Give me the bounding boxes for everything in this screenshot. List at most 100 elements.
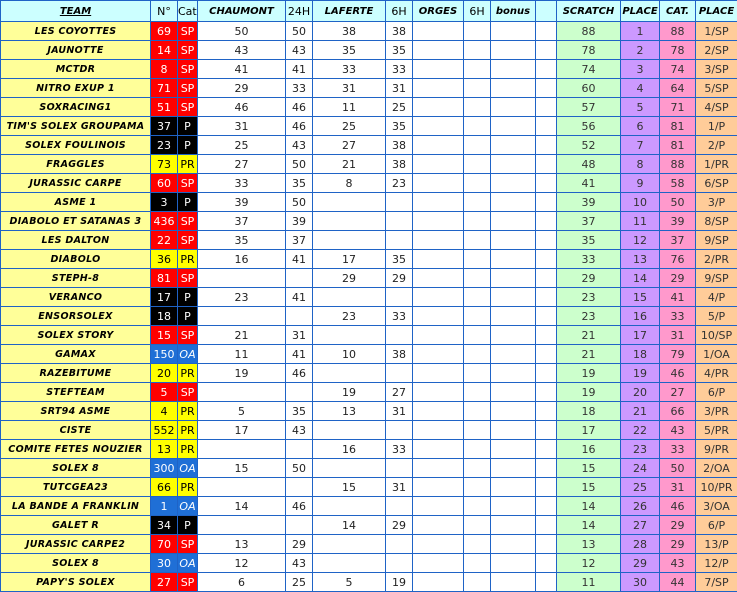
orges-6h-cell[interactable] [464,193,491,212]
cat-place-cell[interactable]: 5/SP [696,79,737,98]
cat-place-cell[interactable]: 1/SP [696,22,737,41]
laferte-cell[interactable]: 15 [313,478,386,497]
category-cell[interactable]: OA [178,459,198,478]
number-cell[interactable]: 4 [151,402,178,421]
laferte-cell[interactable] [313,231,386,250]
bonus-cell[interactable] [491,383,536,402]
header-bonus[interactable]: bonus [491,1,536,22]
orges-6h-cell[interactable] [464,345,491,364]
laferte-6h-cell[interactable]: 38 [386,155,413,174]
category-cell[interactable]: PR [178,250,198,269]
blank-cell[interactable] [536,212,557,231]
team-cell[interactable]: FRAGGLES [1,155,151,174]
number-cell[interactable]: 300 [151,459,178,478]
place-cell[interactable]: 25 [621,478,660,497]
bonus-cell[interactable] [491,364,536,383]
laferte-6h-cell[interactable] [386,364,413,383]
place-cell[interactable]: 8 [621,155,660,174]
cat-place-cell[interactable]: 10/PR [696,478,737,497]
cat-place-cell[interactable]: 3/SP [696,60,737,79]
bonus-cell[interactable] [491,231,536,250]
cat-points-cell[interactable]: 37 [660,231,696,250]
number-cell[interactable]: 22 [151,231,178,250]
blank-cell[interactable] [536,98,557,117]
orges-6h-cell[interactable] [464,516,491,535]
number-cell[interactable]: 15 [151,326,178,345]
place-cell[interactable]: 23 [621,440,660,459]
cat-place-cell[interactable]: 5/P [696,307,737,326]
cat-place-cell[interactable]: 6/SP [696,174,737,193]
number-cell[interactable]: 1 [151,497,178,516]
laferte-6h-cell[interactable]: 19 [386,573,413,592]
team-cell[interactable]: TUTCGEA23 [1,478,151,497]
cat-points-cell[interactable]: 76 [660,250,696,269]
place-cell[interactable]: 30 [621,573,660,592]
number-cell[interactable]: 36 [151,250,178,269]
number-cell[interactable]: 73 [151,155,178,174]
cat-points-cell[interactable]: 58 [660,174,696,193]
bonus-cell[interactable] [491,402,536,421]
laferte-cell[interactable] [313,193,386,212]
laferte-6h-cell[interactable] [386,535,413,554]
orges-6h-cell[interactable] [464,326,491,345]
chaumont-cell[interactable] [198,269,286,288]
orges-cell[interactable] [413,383,464,402]
chaumont-cell[interactable]: 43 [198,41,286,60]
chaumont-cell[interactable]: 50 [198,22,286,41]
header-place[interactable]: PLACE [621,1,660,22]
category-cell[interactable]: SP [178,212,198,231]
number-cell[interactable]: 17 [151,288,178,307]
scratch-cell[interactable]: 56 [557,117,621,136]
laferte-cell[interactable]: 29 [313,269,386,288]
category-cell[interactable]: SP [178,79,198,98]
cat-place-cell[interactable]: 4/SP [696,98,737,117]
blank-cell[interactable] [536,459,557,478]
category-cell[interactable]: SP [178,174,198,193]
orges-6h-cell[interactable] [464,117,491,136]
orges-cell[interactable] [413,421,464,440]
laferte-cell[interactable] [313,554,386,573]
orges-cell[interactable] [413,250,464,269]
blank-cell[interactable] [536,60,557,79]
orges-6h-cell[interactable] [464,98,491,117]
chaumont-cell[interactable]: 13 [198,535,286,554]
chaumont-cell[interactable]: 31 [198,117,286,136]
bonus-cell[interactable] [491,60,536,79]
chaumont-24h-cell[interactable]: 41 [286,60,313,79]
laferte-cell[interactable]: 21 [313,155,386,174]
chaumont-cell[interactable]: 41 [198,60,286,79]
laferte-cell[interactable]: 11 [313,98,386,117]
blank-cell[interactable] [536,535,557,554]
place-cell[interactable]: 11 [621,212,660,231]
laferte-6h-cell[interactable] [386,459,413,478]
bonus-cell[interactable] [491,155,536,174]
laferte-6h-cell[interactable]: 33 [386,307,413,326]
blank-cell[interactable] [536,573,557,592]
orges-cell[interactable] [413,516,464,535]
cat-points-cell[interactable]: 88 [660,155,696,174]
team-cell[interactable]: SOLEX 8 [1,459,151,478]
place-cell[interactable]: 9 [621,174,660,193]
header-category[interactable]: Cat. [178,1,198,22]
header-laferte[interactable]: LAFERTE [313,1,386,22]
number-cell[interactable]: 34 [151,516,178,535]
cat-place-cell[interactable]: 2/SP [696,41,737,60]
scratch-cell[interactable]: 35 [557,231,621,250]
team-cell[interactable]: LA BANDE A FRANKLIN [1,497,151,516]
orges-6h-cell[interactable] [464,364,491,383]
place-cell[interactable]: 1 [621,22,660,41]
category-cell[interactable]: PR [178,364,198,383]
blank-cell[interactable] [536,155,557,174]
orges-6h-cell[interactable] [464,155,491,174]
orges-6h-cell[interactable] [464,421,491,440]
chaumont-24h-cell[interactable]: 33 [286,79,313,98]
bonus-cell[interactable] [491,250,536,269]
place-cell[interactable]: 24 [621,459,660,478]
chaumont-24h-cell[interactable]: 41 [286,345,313,364]
scratch-cell[interactable]: 48 [557,155,621,174]
orges-6h-cell[interactable] [464,383,491,402]
blank-cell[interactable] [536,326,557,345]
chaumont-24h-cell[interactable]: 37 [286,231,313,250]
header-chaumont[interactable]: CHAUMONT [198,1,286,22]
team-cell[interactable]: TIM'S SOLEX GROUPAMA [1,117,151,136]
